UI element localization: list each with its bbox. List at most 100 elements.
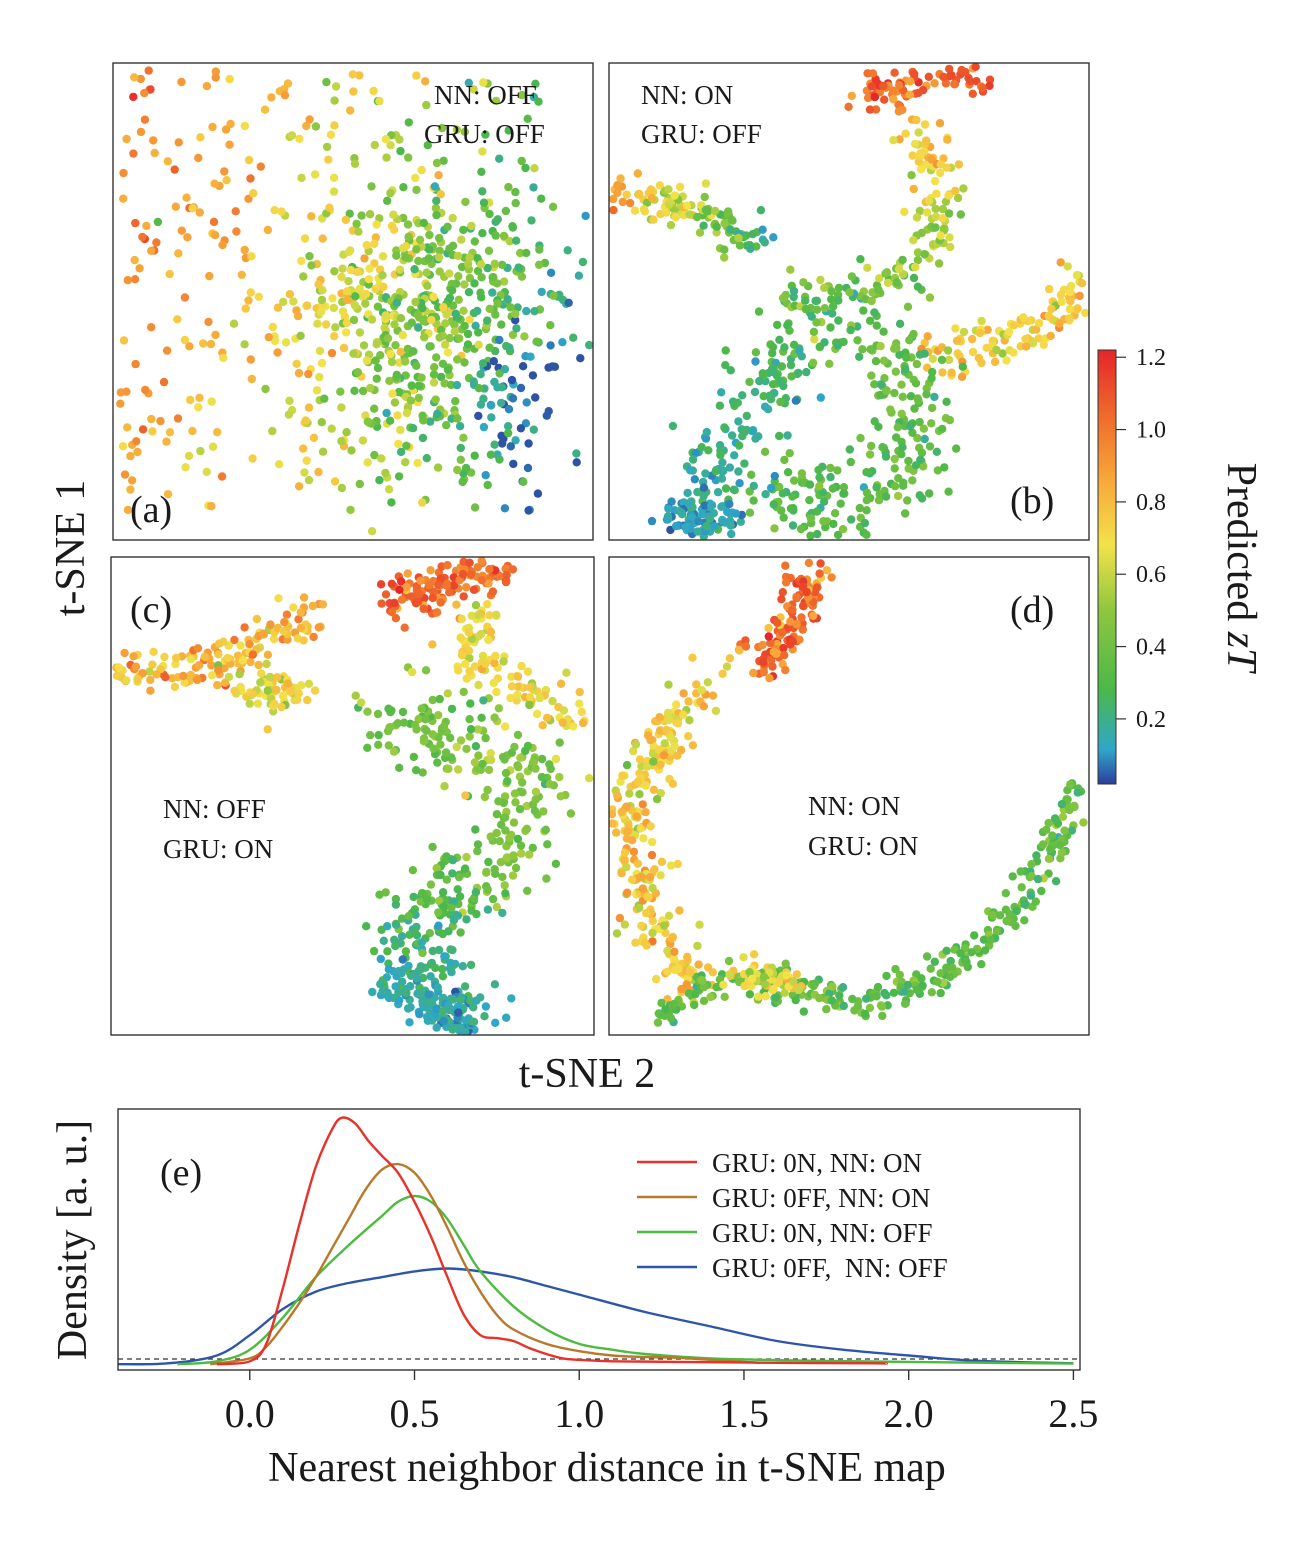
panel-a-point xyxy=(478,187,487,196)
panel-a-point xyxy=(409,347,418,356)
panel-d-point xyxy=(791,995,800,1005)
panel-d-point xyxy=(865,1003,875,1013)
panel-a-point xyxy=(461,197,470,207)
panel-a-point xyxy=(393,411,402,420)
panel-a-point xyxy=(163,157,172,166)
panel-b-point xyxy=(937,355,947,365)
panel-b-point xyxy=(1065,305,1075,314)
panel-d-point xyxy=(669,954,679,963)
panel-c-point xyxy=(416,962,425,971)
panel-a-point xyxy=(177,77,186,87)
panel-c-point xyxy=(460,982,470,991)
panel-b-point xyxy=(914,88,923,98)
panel-b-point xyxy=(684,499,693,508)
panel-d-point xyxy=(642,908,651,918)
panel-c-point xyxy=(417,704,426,713)
panel-b-point xyxy=(909,184,918,194)
panel-c-point xyxy=(357,698,366,707)
panel-d-point xyxy=(675,906,684,915)
panel-c-point xyxy=(426,880,436,889)
panel-d-point xyxy=(1003,916,1012,925)
panel-a-point xyxy=(521,163,530,173)
panel-c-point xyxy=(382,973,391,982)
panel-c-point xyxy=(495,571,504,581)
panel-c-point xyxy=(537,754,547,764)
panel-b-point xyxy=(670,191,679,200)
panel-a-point xyxy=(512,324,521,333)
panel-d-point xyxy=(792,619,801,629)
panel-a-point xyxy=(407,318,416,327)
panel-a-point xyxy=(392,251,401,260)
panel-b-point xyxy=(713,488,723,497)
panel-a-point xyxy=(165,428,175,437)
panel-a-point xyxy=(507,375,517,385)
panel-b-point xyxy=(916,149,925,158)
x-tick-label: 0.0 xyxy=(225,1391,275,1436)
panel-a-point xyxy=(503,428,513,438)
panel-b-point xyxy=(1039,340,1049,349)
panel-a-point xyxy=(182,193,191,202)
panel-b-point xyxy=(911,379,921,388)
panel-d-point xyxy=(637,921,646,930)
panel-c-point xyxy=(381,590,391,599)
panel-d-point xyxy=(661,1005,670,1014)
panel-b-point xyxy=(664,185,673,194)
panel-a-point xyxy=(294,482,304,491)
panel-c-point xyxy=(200,652,209,661)
panel-d-point xyxy=(1001,905,1011,914)
panel-c-point xyxy=(149,647,158,656)
panel-c-point xyxy=(148,660,157,669)
panel-a-point xyxy=(127,476,137,485)
panel-b-point xyxy=(915,350,925,359)
panel-c-point xyxy=(428,946,437,956)
panel-d-point xyxy=(673,719,683,728)
panel-a-point xyxy=(534,260,544,269)
panel-d-point xyxy=(761,992,770,1001)
panel-c-point xyxy=(461,659,470,669)
panel-c-point xyxy=(481,1002,491,1011)
panel-b-point xyxy=(924,72,933,82)
panel-a-point xyxy=(401,458,410,467)
panel-c-point xyxy=(452,600,461,609)
panel-b-point xyxy=(890,68,899,77)
panel-c-point xyxy=(461,791,470,800)
panel-b-point xyxy=(609,205,618,215)
panel-d-point xyxy=(802,587,811,597)
panel-d-point xyxy=(647,850,657,860)
panel-a-point xyxy=(403,220,413,229)
panel-a-point xyxy=(519,477,528,486)
panel-b-point xyxy=(733,398,742,407)
panel-a-point xyxy=(469,377,478,386)
panel-d-point xyxy=(917,974,926,983)
panel-b-point xyxy=(748,230,757,239)
panel-d-point xyxy=(948,963,957,972)
panel-c-point xyxy=(259,629,268,638)
panel-d-point xyxy=(684,989,693,998)
panel-a-point xyxy=(506,303,515,312)
panel-d-point xyxy=(646,822,655,831)
panel-a-point xyxy=(247,374,256,384)
panel-c-point xyxy=(428,695,437,705)
panel-b-point xyxy=(882,387,891,396)
panel-c-point xyxy=(490,865,499,874)
panel-c-point xyxy=(171,659,180,669)
panel-a-point xyxy=(360,254,369,263)
panel-a-point xyxy=(481,471,490,480)
panel-a-point xyxy=(150,148,159,158)
panel-c-point xyxy=(513,672,523,681)
panel-a-point xyxy=(353,368,362,377)
panel-c-point xyxy=(425,997,434,1007)
panel-d-point xyxy=(792,592,801,602)
panel-b-point xyxy=(721,361,730,370)
panel-b-point xyxy=(685,210,694,219)
panel-b-point xyxy=(760,238,769,247)
panel-d-point xyxy=(745,968,754,977)
panel-b-point xyxy=(740,428,749,437)
panel-a-point xyxy=(523,463,533,473)
panel-c-point xyxy=(465,653,474,663)
panel-a-point xyxy=(349,87,358,96)
panel-c-point xyxy=(448,995,458,1004)
panel-c-point xyxy=(492,810,502,819)
panel-c-point xyxy=(501,722,510,731)
panel-b-point xyxy=(945,233,954,242)
